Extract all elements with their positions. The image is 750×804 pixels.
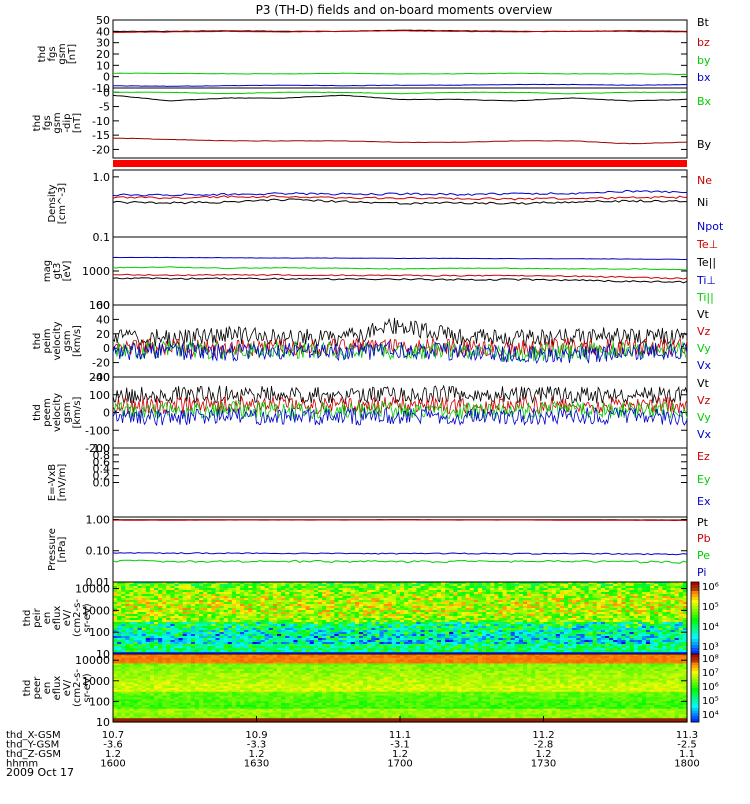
panel-frame: [113, 517, 687, 582]
legend-label: Ex: [697, 495, 711, 508]
y-tick-label: -15: [92, 129, 110, 142]
legend-label: bx: [697, 71, 711, 84]
figure-title: P3 (TH-D) fields and on-board moments ov…: [256, 3, 553, 17]
legend-label: Bx: [697, 95, 712, 108]
legend-label: Vt: [697, 377, 710, 390]
y-tick-label: 100: [89, 389, 110, 402]
y-tick-label: 0.10: [86, 545, 111, 558]
y-tick-label: 20: [96, 328, 110, 341]
panel-frame: [113, 448, 687, 517]
legend-label: Npot: [697, 220, 724, 233]
legend-label: Ne: [697, 174, 712, 187]
y-tick-label: 200: [89, 371, 110, 384]
legend-label: Pb: [697, 532, 711, 545]
legend-label: Te||: [696, 256, 716, 269]
legend-label: Ti||: [696, 291, 714, 304]
series-line-Pb: [113, 520, 687, 521]
legend-label: Vz: [697, 394, 711, 407]
y-tick-label: 0: [103, 342, 110, 355]
series-line-Te||: [113, 278, 687, 283]
y-axis-label: [eV]: [62, 261, 73, 282]
series-line-By: [113, 95, 687, 101]
y-tick-label: -5: [99, 101, 110, 114]
y-axis-label: [mV/m]: [57, 464, 68, 502]
series-line-Vt: [113, 386, 687, 404]
panel-frame: [113, 305, 687, 377]
y-tick-label: 60: [96, 299, 110, 312]
y-tick-label: 40: [96, 313, 110, 326]
legend-label: by: [697, 54, 711, 67]
series-line-Pi: [113, 553, 687, 555]
legend-label: bz: [697, 36, 710, 49]
series-line-Te⊥: [113, 274, 687, 279]
series-line-Ne: [113, 196, 687, 200]
y-tick-label: 0.0: [93, 477, 111, 490]
y-tick-label: -20: [92, 357, 110, 370]
series-line-Npot: [113, 190, 687, 196]
y-axis-label: [nT]: [72, 113, 83, 133]
legend-label: Vy: [697, 342, 711, 355]
y-tick-label: 0: [103, 86, 110, 99]
series-line-bx: [113, 84, 687, 86]
series-line-Bx: [113, 92, 687, 94]
legend-label: Bz: [697, 0, 711, 3]
legend-label: Te⊥: [696, 238, 718, 251]
y-tick-label: -20: [92, 143, 110, 156]
legend-label: Vt: [697, 308, 710, 321]
legend-label: Vz: [697, 325, 711, 338]
y-tick-label: 1.0: [93, 171, 111, 184]
series-line-Vt: [113, 318, 687, 347]
series-line-Ti||: [113, 267, 687, 270]
panel-frame: [113, 170, 687, 237]
legend-label: Pe: [697, 549, 710, 562]
series-line-Vx: [113, 408, 687, 426]
series-line-Pe: [113, 560, 687, 563]
legend-label: Vx: [697, 428, 712, 441]
y-axis-label: [cm^-3]: [57, 183, 68, 224]
legend-label: Pi: [697, 566, 706, 579]
y-tick-label: 0: [103, 407, 110, 420]
legend-label: By: [697, 138, 712, 151]
series-line-Ni: [113, 199, 687, 204]
y-axis-label: [km/s]: [72, 396, 83, 428]
y-tick-label: -100: [85, 424, 110, 437]
red-separator-bar: [113, 160, 687, 167]
legend-label: Bt: [697, 16, 710, 29]
y-tick-label: 0.1: [93, 231, 111, 244]
panel-frame: [113, 88, 687, 158]
legend-label: Ey: [697, 473, 711, 486]
legend-label: Ti⊥: [696, 274, 716, 287]
y-axis-label: [nT]: [67, 44, 78, 64]
legend-label: Vx: [697, 359, 712, 372]
legend-label: Ni: [697, 196, 708, 209]
series-line-Bz: [113, 138, 687, 144]
legend-label: Vy: [697, 411, 711, 424]
legend-label: Ez: [697, 450, 710, 463]
legend-label: Pt: [697, 516, 709, 529]
series-line-by: [113, 73, 687, 74]
y-axis-label: [nPa]: [57, 536, 68, 562]
y-tick-label: -10: [92, 115, 110, 128]
y-tick-label: 1000: [82, 265, 110, 278]
series-line-Ti⊥: [113, 257, 687, 259]
y-axis-label: [km/s]: [72, 325, 83, 357]
y-tick-label: 1.00: [86, 514, 111, 527]
panel-frame: [113, 237, 687, 305]
